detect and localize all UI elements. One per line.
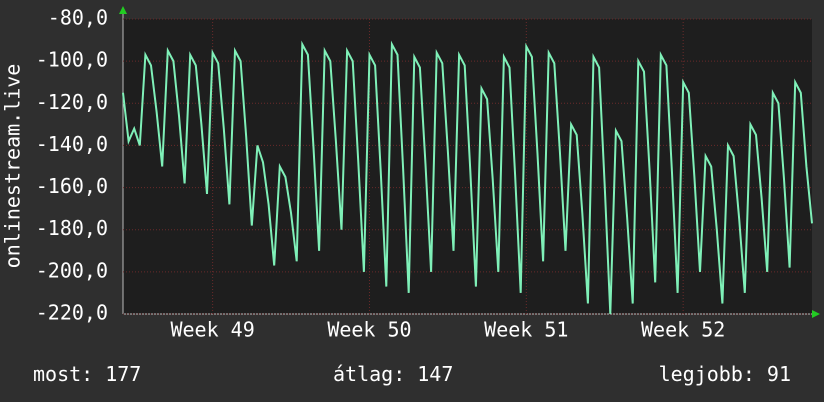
data-line [122,40,813,315]
y-tick-label: -160,0 [36,174,108,198]
y-tick-label: -120,0 [36,90,108,114]
stat-value: 147 [417,362,453,386]
plot-area [123,19,812,314]
y-axis-label: onlinestream.live [1,64,25,269]
stat-value: 91 [767,362,791,386]
y-tick-label: -80,0 [48,6,108,30]
stat: legjobb: 91 [659,362,791,386]
y-tick-label: -140,0 [36,132,108,156]
stat-label: most: [33,362,93,386]
stat: most: 177 [33,362,141,386]
x-tick-label: Week 50 [327,318,411,342]
x-tick-label: Week 51 [484,318,568,342]
stat: átlag: 147 [333,362,453,386]
x-tick-label: Week 49 [170,318,254,342]
x-tick-label: Week 52 [641,318,725,342]
stat-label: átlag: [333,362,405,386]
stat-label: legjobb: [659,362,755,386]
y-tick-label: -100,0 [36,48,108,72]
x-arrow [812,310,820,318]
y-tick-label: -200,0 [36,258,108,282]
y-tick-label: -180,0 [36,216,108,240]
stat-value: 177 [105,362,141,386]
y-tick-label: -220,0 [36,301,108,325]
y-arrow [119,6,127,14]
